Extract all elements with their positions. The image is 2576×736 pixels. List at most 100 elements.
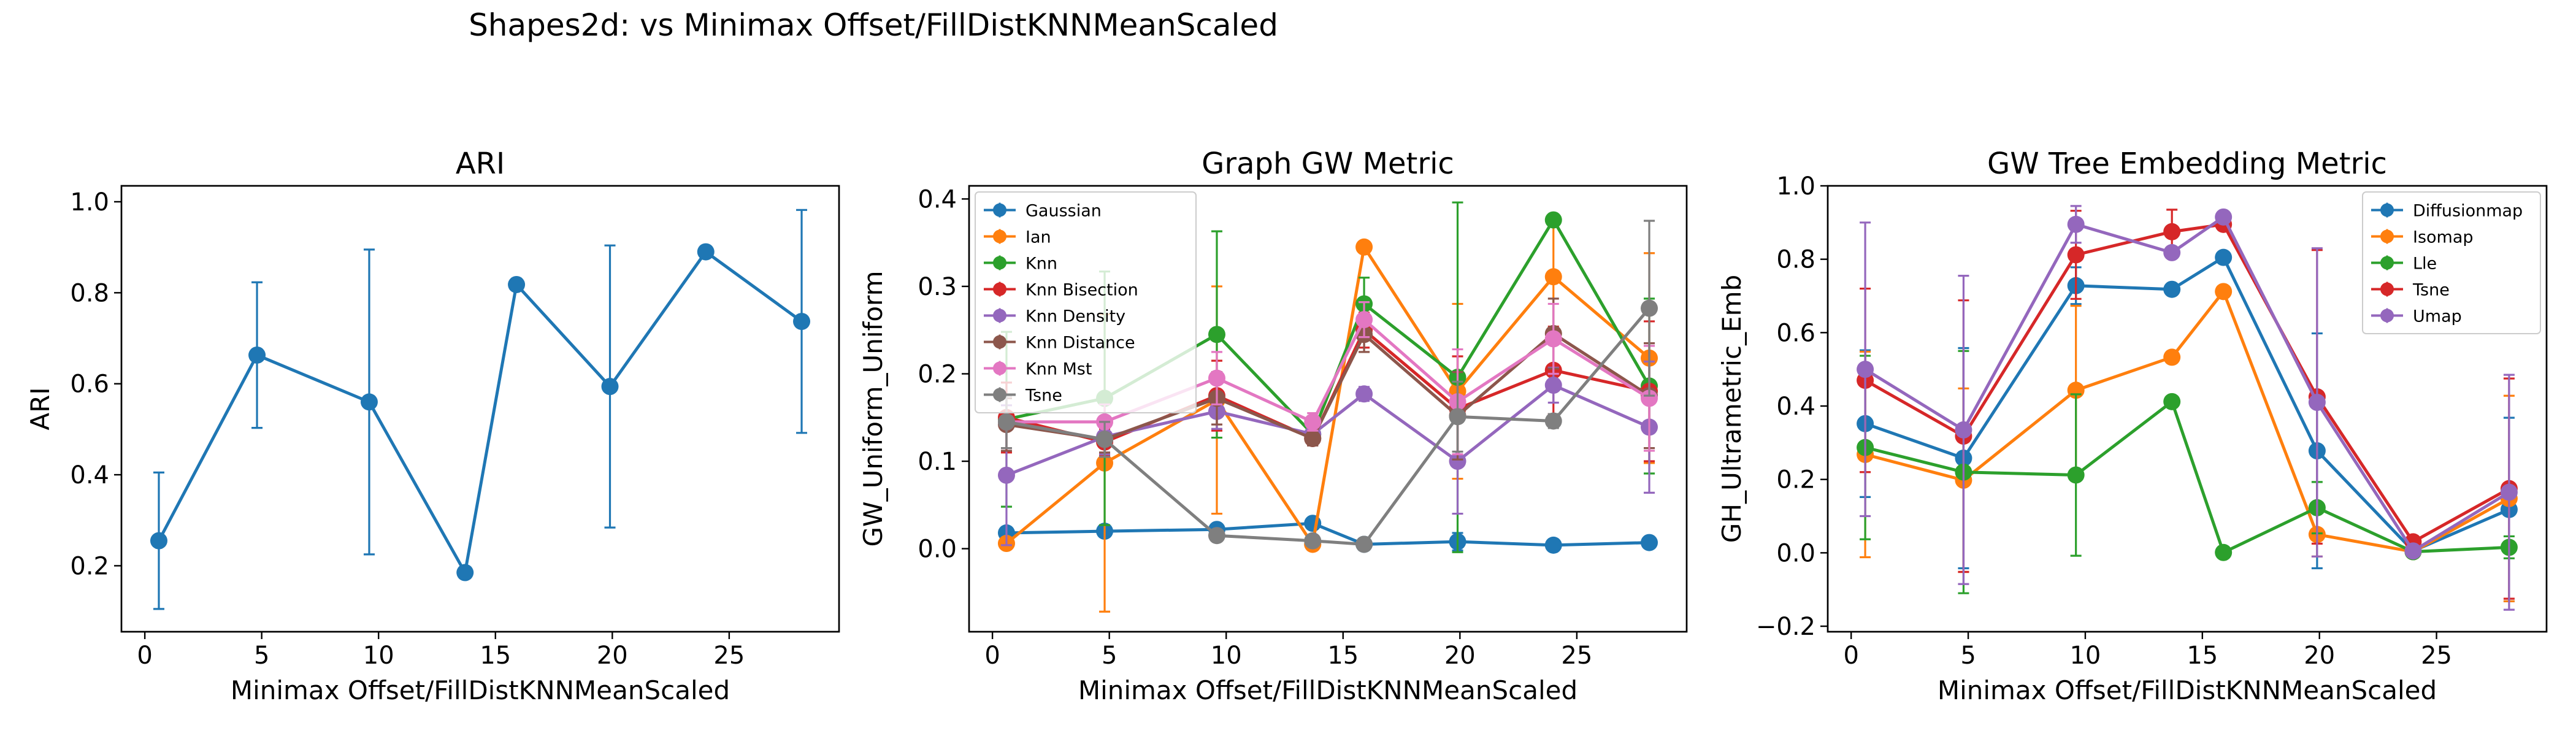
data-point [697, 243, 715, 261]
data-point [1355, 385, 1373, 403]
data-point [456, 564, 474, 581]
series-line [1006, 318, 1650, 424]
x-tick-label: 10 [363, 642, 394, 670]
legend-label: Knn Bisection [1025, 281, 1138, 300]
y-tick-label: 0.1 [918, 448, 957, 476]
x-tick-label: 0 [1843, 642, 1858, 670]
series-line [1006, 332, 1650, 441]
data-point [2215, 248, 2233, 266]
y-tick-label: 0.0 [918, 535, 957, 564]
subplot-ari: ARI 0 5 10 15 20 25 0.2 0.4 0.6 0.8 1.0 Minimax Offs… [25, 147, 840, 705]
series-line [1865, 289, 2510, 554]
axes-frame [1827, 185, 2548, 633]
data-point [1304, 413, 1322, 431]
legend: Diffusionmap Isomap Lle Tsne Umap [2362, 191, 2541, 334]
x-tick-label: 10 [1211, 642, 1242, 670]
legend-swatch-marker [2380, 256, 2394, 270]
legend: Gaussian Ian Knn Knn Bisection Knn Density Kn… [975, 191, 1197, 413]
y-tick-label: 0.4 [1776, 393, 1815, 421]
data-point [2163, 280, 2181, 298]
legend-box [975, 191, 1197, 413]
x-tick-label: 20 [1444, 642, 1476, 670]
data-point [508, 275, 526, 293]
y-tick-label: 0.3 [918, 273, 957, 301]
subplot-title: GW Tree Embedding Metric [1987, 147, 2387, 181]
x-tick-label: 25 [713, 642, 745, 670]
data-point [2163, 243, 2181, 261]
y-tick-label: 1.0 [1776, 172, 1815, 201]
data-point [1544, 330, 1562, 348]
legend-label: Lle [2413, 255, 2437, 274]
data-point [1449, 453, 1466, 470]
data-point [1355, 311, 1373, 329]
data-point [1544, 377, 1562, 394]
y-axis-label: GW_Uniform_Uniform [858, 271, 888, 547]
y-tick-label: 0.4 [70, 461, 109, 489]
subplot-title: Graph GW Metric [1202, 147, 1454, 181]
legend-label: Knn Mst [1025, 360, 1092, 379]
data-point [1355, 238, 1373, 256]
x-tick-label: 5 [1102, 642, 1117, 670]
data-point [2163, 393, 2181, 410]
legend-label: Ian [1025, 228, 1051, 247]
figure-suptitle: Shapes2d: vs Minimax Offset/FillDistKNNM… [469, 7, 1278, 43]
data-point [1544, 536, 1562, 554]
data-point [1641, 299, 1658, 317]
y-tick-label: 0.2 [70, 552, 109, 580]
legend-swatch-marker [993, 388, 1006, 402]
data-point [360, 393, 378, 411]
legend-swatch-marker [993, 282, 1006, 296]
data-point [2163, 223, 2181, 240]
legend-label: Umap [2413, 307, 2462, 326]
subplot-title: ARI [456, 147, 505, 181]
data-point [2067, 466, 2085, 484]
data-point [2215, 283, 2233, 301]
series-line [1005, 245, 1650, 546]
data-point [248, 346, 266, 364]
y-tick-label: −0.2 [1756, 613, 1815, 641]
data-point [2067, 215, 2085, 233]
series-gaussian [997, 515, 1658, 554]
legend-swatch-marker [993, 256, 1006, 270]
series-line [1864, 223, 2510, 543]
legend-label: Tsne [2412, 281, 2450, 300]
legend-swatch-marker [2380, 309, 2394, 323]
x-tick-label: 10 [2069, 642, 2101, 670]
data-point [1304, 532, 1322, 550]
y-tick-label: 1.0 [70, 188, 109, 217]
legend-swatch-marker [993, 229, 1006, 243]
data-point [1449, 408, 1466, 426]
legend-label: Knn Distance [1025, 334, 1135, 353]
y-tick-label: 0.6 [1776, 319, 1815, 347]
y-tick-label: 0.8 [1776, 246, 1815, 274]
series-line [1006, 307, 1650, 546]
data-point [997, 413, 1015, 431]
subplot-graph-gw-metric: Graph GW Metric 0 5 10 15 20 25 0.0 0.1 0.2 0.3 0.4… [858, 147, 1688, 705]
axes-frame [968, 185, 1688, 633]
legend-label: Tsne [1025, 386, 1062, 405]
x-tick-label: 0 [137, 642, 152, 670]
x-tick-label: 20 [2304, 642, 2335, 670]
legend-swatch-marker [993, 309, 1006, 323]
series-line [1864, 215, 2510, 553]
legend-label: Diffusionmap [2413, 202, 2523, 221]
x-tick-label: 15 [1327, 642, 1359, 670]
axes-frame [120, 185, 840, 633]
data-point [1208, 369, 1225, 387]
y-tick-label: 0.6 [70, 370, 109, 399]
x-tick-label: 15 [480, 642, 511, 670]
data-point [1641, 389, 1658, 407]
x-tick-label: 25 [1561, 642, 1592, 670]
series-line [157, 250, 803, 575]
y-axis-label: GH_Ultrametric_Emb [1717, 275, 1747, 543]
series-0 [150, 209, 811, 610]
data-point [2163, 348, 2181, 366]
legend-swatch-marker [993, 203, 1006, 217]
data-point [2500, 483, 2518, 501]
legend-label: Isomap [2413, 228, 2474, 247]
y-axis-label: ARI [25, 387, 55, 430]
data-point [2215, 543, 2233, 561]
data-point [1857, 361, 1874, 378]
data-point [1544, 412, 1562, 430]
